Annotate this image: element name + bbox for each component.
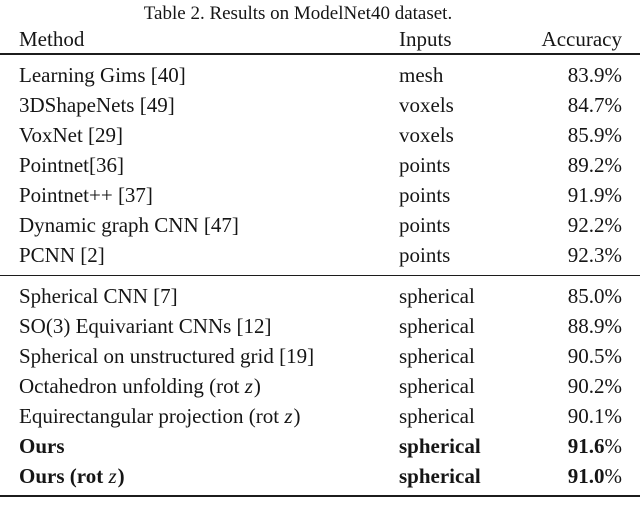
cell-accuracy: 85.9%	[567, 122, 622, 147]
cell-accuracy: 90.5%	[567, 344, 622, 369]
table-row: Spherical on unstructured grid [19] spher…	[0, 342, 640, 372]
table-row: 3DShapeNets [49] voxels 84.7%	[0, 90, 640, 120]
cell-accuracy: 91.9%	[567, 182, 622, 207]
cell-inputs: spherical	[399, 434, 481, 459]
cell-accuracy: 91.0%	[567, 464, 622, 489]
cell-inputs: spherical	[399, 344, 475, 369]
cell-inputs: points	[399, 242, 451, 267]
math-italic-z: z	[108, 464, 117, 489]
cell-accuracy: 89.2%	[567, 152, 622, 177]
cell-method: Ours (rot z)	[19, 464, 125, 489]
cell-method: Spherical on unstructured grid [19]	[19, 344, 315, 369]
cell-method: Dynamic graph CNN [47]	[19, 212, 239, 237]
cell-inputs: mesh	[399, 62, 444, 87]
column-header-method: Method	[19, 26, 85, 51]
table-row: Ours spherical 91.6%	[0, 432, 640, 462]
cell-inputs: spherical	[399, 374, 475, 399]
cell-method: Ours	[19, 434, 65, 459]
table-row: Pointnet++ [37] points 91.9%	[0, 180, 640, 210]
cell-accuracy: 83.9%	[567, 62, 622, 87]
table-row: Pointnet[36] points 89.2%	[0, 150, 640, 180]
table-row: Equirectangular projection (rot z) spheri…	[0, 402, 640, 432]
cell-inputs: voxels	[399, 92, 454, 117]
cell-method: Learning Gims [40]	[19, 62, 186, 87]
table-header-row: Method Inputs Accuracy	[0, 25, 640, 53]
table-body-group-baselines: Learning Gims [40] mesh 83.9% 3DShapeNets […	[0, 55, 640, 275]
cell-method: 3DShapeNets [49]	[19, 92, 175, 117]
cell-inputs: points	[399, 182, 451, 207]
table-row: Dynamic graph CNN [47] points 92.2%	[0, 210, 640, 240]
cell-method: PCNN [2]	[19, 242, 105, 267]
cell-method: Octahedron unfolding (rot z)	[19, 374, 261, 399]
cell-method: Pointnet[36]	[19, 152, 124, 177]
cell-method: Spherical CNN [7]	[19, 284, 178, 309]
cell-method: Pointnet++ [37]	[19, 182, 153, 207]
cell-accuracy: 90.2%	[567, 374, 622, 399]
cell-method: Equirectangular projection (rot z)	[19, 404, 301, 429]
cell-accuracy: 92.3%	[567, 242, 622, 267]
results-table: Method Inputs Accuracy Learning Gims [40…	[0, 25, 640, 498]
cell-inputs: spherical	[399, 314, 475, 339]
table-row: Octahedron unfolding (rot z) spherical 90.…	[0, 372, 640, 402]
table-row: VoxNet [29] voxels 85.9%	[0, 120, 640, 150]
column-header-accuracy: Accuracy	[541, 26, 622, 51]
cell-accuracy: 88.9%	[567, 314, 622, 339]
group-separator-rule	[0, 274, 640, 277]
table-row: Spherical CNN [7] spherical 85.0%	[0, 282, 640, 312]
cell-inputs: spherical	[399, 404, 475, 429]
cell-accuracy: 85.0%	[567, 284, 622, 309]
math-italic-z: z	[284, 404, 293, 429]
column-header-inputs: Inputs	[399, 26, 452, 51]
table-body-group-spherical: Spherical CNN [7] spherical 85.0% SO(3) Equ…	[0, 276, 640, 495]
table-caption: Table 2. Results on ModelNet40 dataset.	[143, 3, 453, 24]
cell-accuracy: 91.6%	[567, 434, 622, 459]
header-rule	[0, 53, 640, 56]
cell-inputs: voxels	[399, 122, 454, 147]
cell-inputs: points	[399, 212, 451, 237]
cell-accuracy: 92.2%	[567, 212, 622, 237]
cell-method: SO(3) Equivariant CNNs [12]	[19, 314, 272, 339]
cell-inputs: spherical	[399, 464, 481, 489]
table-row: Learning Gims [40] mesh 83.9%	[0, 60, 640, 90]
table-row: Ours (rot z) spherical 91.0%	[0, 462, 640, 492]
bottom-rule	[0, 495, 640, 498]
cell-accuracy: 90.1%	[567, 404, 622, 429]
math-italic-z: z	[244, 374, 253, 399]
cell-method: VoxNet [29]	[19, 122, 124, 147]
cell-inputs: points	[399, 152, 451, 177]
cell-inputs: spherical	[399, 284, 475, 309]
table-row: PCNN [2] points 92.3%	[0, 240, 640, 270]
table-row: SO(3) Equivariant CNNs [12] spherical 88.9…	[0, 312, 640, 342]
cell-accuracy: 84.7%	[567, 92, 622, 117]
